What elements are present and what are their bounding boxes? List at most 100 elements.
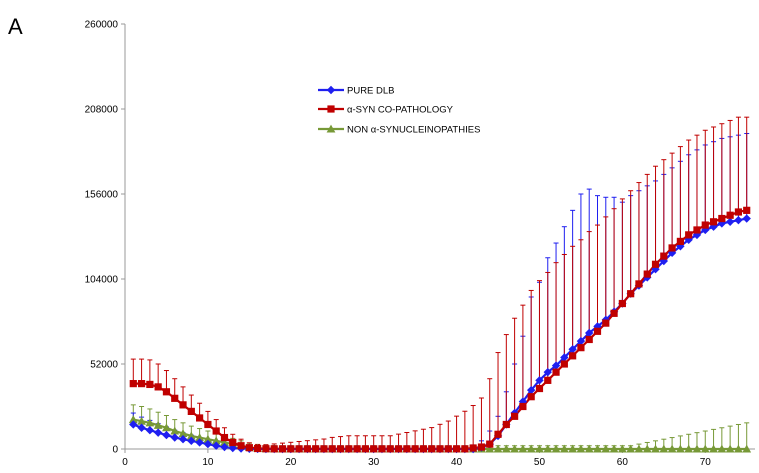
data-point — [734, 208, 743, 216]
data-point — [486, 440, 494, 448]
data-point — [153, 420, 163, 429]
data-point — [535, 376, 544, 385]
data-point — [552, 368, 560, 376]
data-point — [717, 444, 727, 453]
data-point — [593, 444, 602, 453]
data-point — [627, 290, 635, 298]
data-point — [494, 430, 502, 438]
legend-marker-asyn-copathology — [327, 105, 335, 113]
series-line-asyn-copathology — [133, 209, 747, 450]
data-point — [170, 426, 180, 435]
data-point — [742, 444, 752, 453]
panel-letter: A — [8, 14, 23, 39]
data-point — [178, 434, 188, 444]
data-point — [626, 444, 636, 453]
legend-marker-non-asyn — [326, 124, 336, 133]
legend-item-non-asyn: NON α-SYNUCLEINOPATHIES — [318, 125, 480, 136]
data-point — [684, 444, 694, 453]
data-point — [137, 380, 146, 388]
data-point — [709, 218, 718, 226]
data-point — [361, 445, 369, 453]
data-point — [170, 433, 179, 442]
data-point — [128, 415, 138, 424]
y-tick-label: 0 — [112, 445, 118, 456]
data-point — [204, 420, 212, 429]
data-point — [129, 420, 138, 429]
data-point — [642, 444, 652, 453]
data-point — [403, 445, 411, 453]
data-point — [577, 344, 585, 352]
data-point — [501, 444, 511, 453]
data-point — [667, 444, 677, 453]
data-point — [386, 445, 394, 453]
data-point — [511, 412, 519, 420]
data-point — [328, 445, 336, 453]
data-point — [560, 353, 569, 362]
data-point — [651, 444, 660, 453]
x-tick-label: 20 — [285, 457, 297, 468]
data-point — [153, 428, 163, 437]
data-point — [692, 444, 702, 453]
data-point — [543, 367, 552, 377]
data-point — [510, 444, 520, 453]
data-point — [618, 299, 626, 308]
data-point — [444, 445, 452, 453]
data-point — [345, 445, 353, 453]
data-point — [551, 361, 561, 370]
legend-label-pure-dlb: PURE DLB — [347, 86, 395, 97]
x-tick-label: 30 — [368, 457, 380, 468]
legend-label-non-asyn: NON α-SYNUCLEINOPATHIES — [347, 125, 480, 136]
data-point — [535, 444, 544, 453]
data-point — [519, 402, 527, 411]
data-point — [675, 444, 685, 453]
data-point — [676, 237, 684, 246]
data-point — [419, 445, 428, 453]
data-point — [370, 445, 378, 453]
data-point — [320, 445, 328, 453]
data-point — [526, 385, 536, 395]
data-point — [700, 444, 710, 453]
data-point — [211, 441, 221, 450]
data-point — [485, 444, 495, 453]
series-markers-asyn-copathology — [129, 206, 751, 453]
data-point — [518, 444, 528, 453]
data-point — [725, 444, 735, 453]
data-point — [171, 394, 179, 402]
error-bars-pure-dlb — [130, 133, 750, 449]
x-tick-label: 50 — [534, 457, 546, 468]
data-point — [593, 327, 602, 335]
x-tick-label: 60 — [617, 457, 629, 468]
data-point — [718, 214, 726, 223]
data-point — [610, 309, 618, 317]
data-point — [452, 445, 461, 453]
data-point — [527, 393, 535, 401]
data-point — [543, 444, 553, 453]
data-point — [162, 430, 171, 440]
data-point — [411, 445, 419, 453]
data-point — [378, 445, 386, 453]
data-point — [551, 444, 561, 453]
data-point — [709, 444, 718, 453]
data-point — [544, 376, 552, 384]
series-markers — [128, 206, 752, 454]
legend-label-asyn-copathology: α-SYN CO-PATHOLOGY — [347, 105, 454, 116]
y-tick-label: 52000 — [90, 360, 118, 371]
data-point — [295, 445, 303, 453]
y-tick-label: 260000 — [85, 20, 119, 31]
data-point — [701, 221, 709, 229]
y-tick-label: 104000 — [85, 275, 119, 286]
data-point — [601, 444, 611, 453]
data-point — [178, 429, 188, 437]
data-point — [568, 444, 578, 453]
data-point — [287, 445, 295, 453]
data-point — [585, 335, 593, 344]
data-point — [668, 244, 676, 252]
data-point — [145, 418, 155, 427]
data-point — [237, 442, 245, 450]
data-point — [203, 434, 213, 443]
data-point — [734, 215, 743, 225]
data-point — [428, 445, 436, 453]
data-point — [179, 401, 187, 409]
data-point — [146, 380, 154, 389]
